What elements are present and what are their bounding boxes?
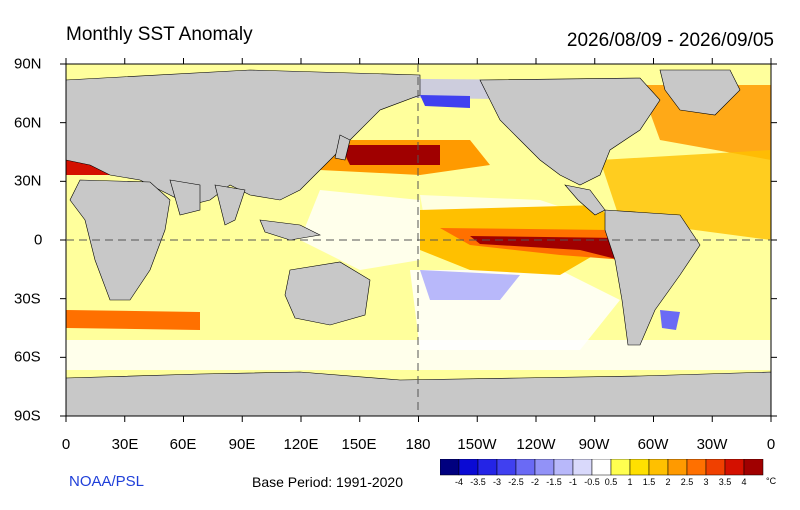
colorbar-swatch xyxy=(440,459,460,476)
lon-label-0-east: 0 xyxy=(766,436,776,453)
very-hot-anomaly-region xyxy=(470,236,628,262)
colorbar-swatch xyxy=(553,459,574,476)
colorbar-tick-label: 2 xyxy=(665,477,671,487)
lat-label-60s: 60S xyxy=(14,348,41,366)
eurasia xyxy=(66,69,421,206)
colorbar-swatch xyxy=(572,459,593,476)
colorbar-swatch xyxy=(648,459,669,476)
australia xyxy=(284,261,371,326)
lon-label-150e: 150E xyxy=(341,436,377,453)
land-masses xyxy=(66,69,771,416)
lat-label-60n: 60N xyxy=(14,114,42,132)
colorbar-tick-label: -1 xyxy=(568,477,578,487)
lon-label-0: 0 xyxy=(61,436,71,453)
base-period: Base Period: 1991-2020 xyxy=(252,474,403,490)
lon-label-120e: 120E xyxy=(283,436,319,453)
lon-label-120w: 120W xyxy=(516,436,556,453)
greenland xyxy=(659,69,741,116)
colorbar-swatch xyxy=(591,459,612,476)
hot-anomaly-region xyxy=(66,310,200,330)
colorbar-swatch xyxy=(534,459,555,476)
cold-anomaly-patch xyxy=(420,95,470,108)
cold-anomaly-patch xyxy=(660,310,680,330)
colorbar-tick-label: -3 xyxy=(492,477,502,487)
colorbar-swatch xyxy=(477,459,498,476)
date-range: 2026/08/09 - 2026/09/05 xyxy=(566,30,774,51)
lon-label-150w: 150W xyxy=(457,436,497,453)
lon-label-30e: 30E xyxy=(111,436,139,453)
colorbar-tick-label: 2.5 xyxy=(680,477,694,487)
lon-label-60w: 60W xyxy=(637,436,669,453)
colorbar-tick-label: 1 xyxy=(627,477,633,487)
lon-label-90w: 90W xyxy=(578,436,610,453)
colorbar-tick-label: -2.5 xyxy=(508,477,524,487)
colorbar-swatch xyxy=(629,459,650,476)
hot-anomaly-region xyxy=(640,85,771,160)
colorbar-tick-label: -1.5 xyxy=(546,477,562,487)
lat-label-equator: 0 xyxy=(34,231,43,249)
lat-label-90s: 90S xyxy=(14,407,41,425)
colorbar-tick-label: -4 xyxy=(454,477,464,487)
colorbar-swatch xyxy=(496,459,517,476)
lon-label-30w: 30W xyxy=(696,436,728,453)
very-hot-anomaly-region xyxy=(340,145,440,165)
india xyxy=(214,184,246,226)
lat-label-30s: 30S xyxy=(14,290,41,308)
colorbar-swatch xyxy=(724,459,745,476)
lat-label-90n: 90N xyxy=(14,55,42,73)
colorbar-tick-label: 1.5 xyxy=(642,477,656,487)
lon-label-180: 180 xyxy=(405,436,431,453)
south-america xyxy=(604,209,701,346)
colorbar-tick-label: -2 xyxy=(530,477,540,487)
arabia xyxy=(169,179,201,216)
colorbar-tick-label: -3.5 xyxy=(470,477,486,487)
colorbar-swatch xyxy=(686,459,707,476)
colorbar-swatch xyxy=(743,459,764,476)
cold-anomaly-patch xyxy=(420,270,520,300)
colorbar-swatch xyxy=(458,459,479,476)
colorbar-tick-label: 0.5 xyxy=(604,477,618,487)
colorbar-swatch xyxy=(610,459,631,476)
colorbar-tick-label: 4 xyxy=(741,477,747,487)
north-america xyxy=(479,77,661,186)
colorbar-swatch xyxy=(705,459,726,476)
axis-ticks xyxy=(60,58,777,422)
colorbar-swatch xyxy=(515,459,536,476)
colorbar xyxy=(440,459,764,476)
japan xyxy=(334,134,351,161)
colorbar-tick-label: 3 xyxy=(703,477,709,487)
central-america xyxy=(564,184,606,216)
neutral-patch xyxy=(300,190,420,270)
chart-title: Monthly SST Anomaly xyxy=(66,24,253,45)
credit-label: NOAA/PSL xyxy=(69,473,145,490)
colorbar-unit: °C xyxy=(766,476,777,486)
lon-label-60e: 60E xyxy=(169,436,197,453)
colorbar-tick-label: -0.5 xyxy=(584,477,600,487)
southeast-asia xyxy=(259,219,321,241)
colorbar-tick-label: 3.5 xyxy=(718,477,732,487)
lon-label-90e: 90E xyxy=(228,436,256,453)
lat-label-30n: 30N xyxy=(14,172,42,190)
colorbar-swatch xyxy=(667,459,688,476)
